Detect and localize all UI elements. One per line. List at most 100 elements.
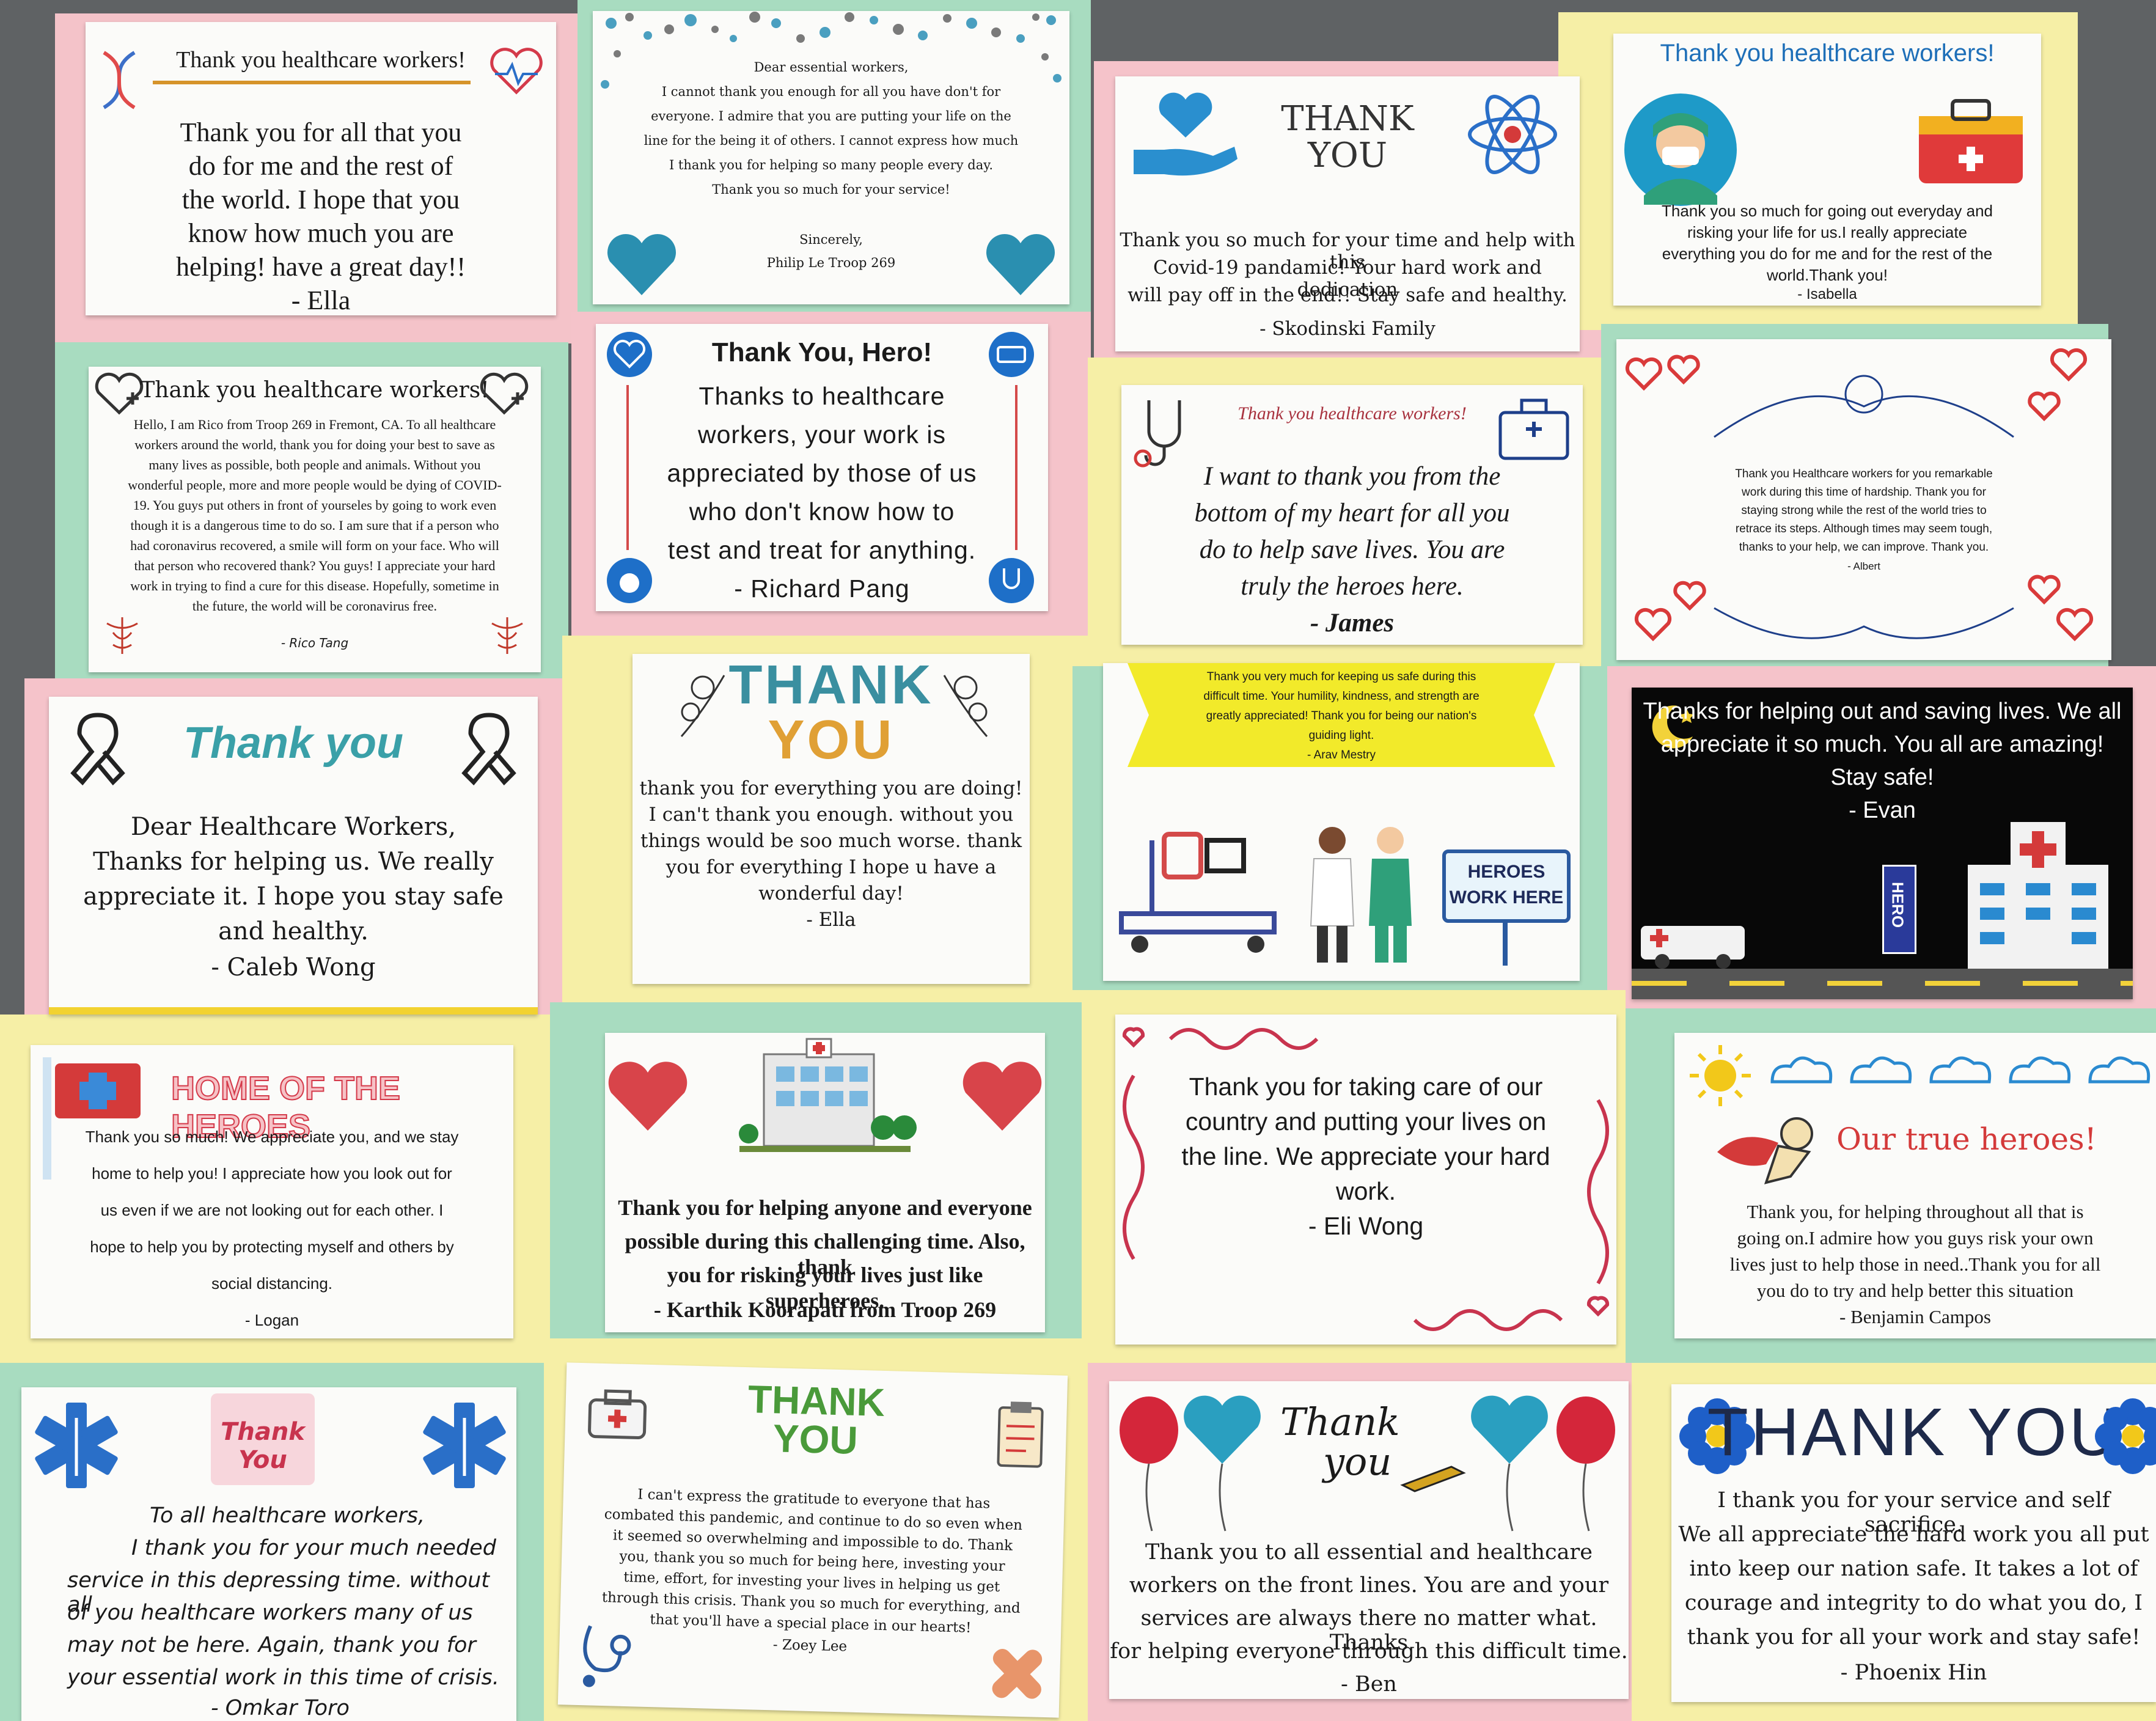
card-body-line: going on.I admire how you guys risk your… — [1737, 1227, 2094, 1249]
card-body-line: social distancing. — [211, 1274, 332, 1293]
card-body-line: test and treat for anything. — [667, 536, 977, 564]
card-title: Thank you healthcare workers! — [176, 47, 466, 73]
medical-flag-icon — [43, 1057, 141, 1180]
card-philip-le: Dear essential workers, I cannot thank y… — [593, 11, 1069, 304]
card-body-line: Thank you for all that you — [180, 117, 462, 147]
card-signature: - Rico Tang — [280, 636, 349, 650]
dna-icon — [103, 51, 136, 109]
thank-you-artwork — [211, 1393, 315, 1485]
hero-sign-text: HERO — [1888, 881, 1907, 928]
flower-icon — [1679, 1398, 1755, 1474]
heart-icon — [963, 1062, 1042, 1131]
clipboard-icon — [997, 1401, 1044, 1468]
card-body-line: hope to help you by protecting myself an… — [90, 1238, 454, 1256]
card-body-line: know how much you are — [188, 218, 454, 248]
road-stripes — [1632, 981, 2133, 986]
card-body-line: appreciate it. I hope you stay safe — [83, 883, 504, 911]
stethoscope-icon — [989, 558, 1034, 603]
banner-line: Thank you very much for keeping us safe … — [1206, 670, 1476, 683]
card-body-line: appreciated by those of us — [667, 459, 977, 487]
card-body-line: line for the being it of others. I canno… — [644, 133, 1019, 148]
bandage-icon — [992, 1649, 1043, 1699]
card-title: HOME OF THE HEROES — [170, 1070, 401, 1145]
caduceus-icon — [106, 617, 138, 654]
card-body-line: work in trying to find a cure for this d… — [130, 578, 499, 593]
card-body-line: work. — [1336, 1177, 1396, 1205]
card-body-line: Thanks to healthcare — [698, 382, 945, 410]
card-body-line: of you healthcare workers many of us — [67, 1601, 473, 1625]
card-signature: - Logan — [244, 1311, 299, 1329]
card-body-line: Thank you so much for your time and help… — [1120, 229, 1575, 273]
balloon-icon — [1120, 1396, 1178, 1532]
card-body-line: Thanks for helping out and saving lives.… — [1643, 699, 2122, 724]
card-title: Our true heroes! — [1836, 1121, 2097, 1157]
card-signature: - Evan — [1849, 798, 1916, 823]
card-signature: - Richard Pang — [734, 574, 910, 603]
hospital-building-icon — [1968, 822, 2108, 969]
border-line — [626, 385, 629, 550]
card-body-line: retrace its steps. Although times may se… — [1735, 523, 1993, 535]
card-body-line: bottom of my heart for all you — [1194, 499, 1510, 527]
nurse-icon — [607, 558, 652, 603]
card-phoenix-hin: THANK YOU I thank you for your service a… — [1671, 1384, 2156, 1702]
moon-star-icon — [1652, 705, 1694, 749]
card-greeting: Dear essential workers, — [754, 60, 909, 75]
yellow-banner — [1128, 663, 1555, 767]
card-body-line: 19. You guys put others in front of your… — [133, 497, 497, 513]
card-signature: Philip Le Troop 269 — [766, 255, 896, 270]
card-signature: - Omkar Toro — [211, 1696, 350, 1720]
card-body-line: appreciate it so much. You all are amazi… — [1660, 732, 2104, 757]
heart-balloon-icon — [1184, 1395, 1261, 1532]
card-skodinski: THANK YOU Thank you so much for your tim… — [1115, 76, 1580, 351]
atom-icon — [1468, 95, 1557, 174]
heart-monitor-icon — [607, 332, 652, 377]
card-omkar-toro: Thank You To all healthcare workers, I t… — [21, 1387, 516, 1721]
caduceus-icon — [491, 617, 523, 654]
logo-thank: THANK — [728, 655, 934, 716]
card-body-line: Stay safe! — [1830, 765, 1934, 790]
card-ella-2: THANK YOU thank you for everything you a… — [632, 654, 1030, 984]
card-body-line: you for everything I hope u have a — [666, 856, 997, 878]
hand-heart-icon — [1134, 92, 1238, 176]
card-body-line: and healthy. — [218, 917, 369, 945]
doctors-illustration — [1310, 827, 1412, 963]
medical-kit-icon — [1498, 398, 1569, 460]
thank-you-logo: THANK YOU — [1281, 99, 1414, 175]
ambulance-icon — [1641, 926, 1745, 969]
card-signature: - James — [1310, 609, 1395, 637]
logo-you: you — [1323, 1439, 1392, 1484]
star-of-life-icon — [35, 1403, 118, 1488]
card-body-line: To all healthcare workers, — [150, 1503, 425, 1528]
card-body-line: thank you for everything you are doing! — [639, 777, 1023, 799]
card-body-line: workers on the front lines. You are and … — [1129, 1573, 1609, 1598]
heart-plus-icon — [95, 372, 144, 415]
card-signature: - Eli Wong — [1308, 1212, 1424, 1240]
card-ben: Thank you Thank you to all essential and… — [1109, 1381, 1629, 1699]
card-body-line: the line. We appreciate your hard — [1181, 1142, 1550, 1170]
clouds-icon — [1770, 1056, 2150, 1084]
card-signature: - Ella — [291, 285, 351, 315]
sun-icon — [1690, 1045, 1751, 1106]
card-signature: - Isabella — [1797, 286, 1857, 303]
card-logan: HOME OF THE HEROES Thank you so much! We… — [31, 1045, 513, 1338]
card-body-line: thank you for all your work and stay saf… — [1687, 1625, 2141, 1649]
banner-line: difficult time. Your humility, kindness,… — [1203, 690, 1480, 703]
sign-post — [1503, 923, 1508, 966]
card-body-line: Thank you, for helping throughout all th… — [1747, 1201, 2084, 1222]
card-body-line: Thanks for helping us. We really — [93, 848, 494, 876]
card-body-line: Thank you so much for your service! — [712, 182, 950, 197]
sign-text: WORK HERE — [1449, 887, 1564, 908]
card-ella-1: Thank you healthcare workers! Thank you … — [86, 22, 556, 315]
card-body-line: wonderful day! — [758, 883, 904, 905]
card-richard-pang: Thank You, Hero! Thanks to healthcare wo… — [596, 324, 1048, 611]
card-body-line: world.Thank you! — [1767, 266, 1888, 284]
card-body-line: workers, your work is — [697, 420, 946, 449]
card-body-line: services are always there no matter what… — [1140, 1606, 1597, 1655]
card-signature: - Karthik Koorapati from Troop 269 — [653, 1297, 997, 1322]
ribbon-icon — [461, 713, 516, 786]
hearts-border — [1625, 348, 2094, 642]
card-body-line: do to help save lives. You are — [1199, 535, 1505, 564]
sign-text: HEROES — [1467, 862, 1546, 882]
superhero-icon — [1717, 1117, 1813, 1184]
card-body-line: Covid-19 pandamic! Your hard work and de… — [1153, 257, 1542, 301]
